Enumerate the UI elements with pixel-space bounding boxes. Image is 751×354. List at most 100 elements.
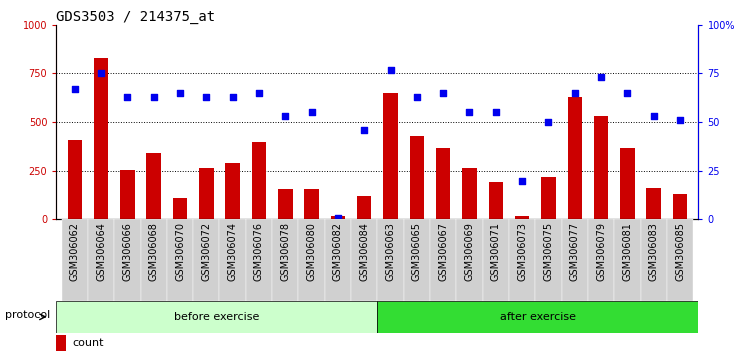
Bar bbox=[278, 189, 292, 219]
Point bbox=[490, 110, 502, 115]
Bar bbox=[357, 196, 372, 219]
Bar bbox=[351, 219, 378, 301]
Text: GSM306074: GSM306074 bbox=[228, 222, 237, 281]
Bar bbox=[173, 198, 187, 219]
Point bbox=[463, 110, 475, 115]
Text: GSM306071: GSM306071 bbox=[491, 222, 501, 281]
Point bbox=[621, 90, 633, 96]
Bar bbox=[641, 219, 667, 301]
Text: protocol: protocol bbox=[5, 310, 50, 320]
Bar bbox=[94, 58, 108, 219]
Bar bbox=[324, 219, 351, 301]
Bar bbox=[56, 335, 66, 351]
Text: GSM306068: GSM306068 bbox=[149, 222, 158, 281]
Text: GSM306073: GSM306073 bbox=[517, 222, 527, 281]
Text: GSM306069: GSM306069 bbox=[464, 222, 475, 281]
Bar bbox=[620, 148, 635, 219]
Point bbox=[306, 110, 318, 115]
Point bbox=[201, 94, 213, 99]
Point bbox=[674, 118, 686, 123]
Bar bbox=[146, 153, 161, 219]
Bar bbox=[509, 219, 535, 301]
Bar bbox=[120, 170, 134, 219]
Bar bbox=[594, 116, 608, 219]
Text: GSM306085: GSM306085 bbox=[675, 222, 685, 281]
Bar bbox=[68, 139, 82, 219]
Bar bbox=[252, 142, 266, 219]
Bar bbox=[568, 97, 582, 219]
Text: GSM306063: GSM306063 bbox=[385, 222, 396, 281]
Bar bbox=[483, 219, 509, 301]
Bar bbox=[588, 219, 614, 301]
Text: GSM306082: GSM306082 bbox=[333, 222, 343, 281]
Bar bbox=[62, 219, 88, 301]
Bar bbox=[404, 219, 430, 301]
Text: GSM306067: GSM306067 bbox=[438, 222, 448, 281]
Text: before exercise: before exercise bbox=[174, 312, 260, 322]
Text: GSM306083: GSM306083 bbox=[649, 222, 659, 281]
Text: GSM306079: GSM306079 bbox=[596, 222, 606, 281]
Point bbox=[595, 75, 607, 80]
Point bbox=[148, 94, 160, 99]
Bar bbox=[246, 219, 272, 301]
Bar bbox=[541, 177, 556, 219]
Point bbox=[385, 67, 397, 72]
Point bbox=[69, 86, 81, 92]
Point bbox=[358, 127, 370, 133]
Text: GSM306078: GSM306078 bbox=[280, 222, 291, 281]
Bar bbox=[219, 219, 246, 301]
Text: GSM306080: GSM306080 bbox=[306, 222, 317, 281]
Text: GSM306075: GSM306075 bbox=[544, 222, 553, 281]
Bar bbox=[436, 148, 451, 219]
Point bbox=[411, 94, 423, 99]
Bar bbox=[304, 189, 319, 219]
Bar bbox=[430, 219, 457, 301]
Bar bbox=[463, 168, 477, 219]
Point bbox=[542, 119, 554, 125]
Point bbox=[174, 90, 186, 96]
Point bbox=[227, 94, 239, 99]
Point bbox=[95, 70, 107, 76]
Bar bbox=[378, 219, 404, 301]
Bar bbox=[614, 219, 641, 301]
Text: GDS3503 / 214375_at: GDS3503 / 214375_at bbox=[56, 10, 216, 24]
Text: GSM306077: GSM306077 bbox=[570, 222, 580, 281]
Point bbox=[569, 90, 581, 96]
Point bbox=[437, 90, 449, 96]
Bar bbox=[647, 188, 661, 219]
Text: GSM306064: GSM306064 bbox=[96, 222, 106, 281]
Text: GSM306066: GSM306066 bbox=[122, 222, 132, 281]
Bar bbox=[457, 219, 483, 301]
Bar bbox=[199, 168, 213, 219]
Bar bbox=[378, 301, 698, 333]
Bar bbox=[272, 219, 298, 301]
Bar bbox=[88, 219, 114, 301]
Text: GSM306084: GSM306084 bbox=[359, 222, 369, 281]
Bar bbox=[673, 194, 687, 219]
Bar bbox=[167, 219, 193, 301]
Bar bbox=[56, 301, 378, 333]
Text: GSM306076: GSM306076 bbox=[254, 222, 264, 281]
Text: GSM306081: GSM306081 bbox=[623, 222, 632, 281]
Point bbox=[516, 178, 528, 183]
Bar bbox=[225, 163, 240, 219]
Bar bbox=[114, 219, 140, 301]
Text: count: count bbox=[72, 338, 104, 348]
Point bbox=[253, 90, 265, 96]
Text: GSM306070: GSM306070 bbox=[175, 222, 185, 281]
Bar bbox=[383, 93, 398, 219]
Bar bbox=[562, 219, 588, 301]
Text: after exercise: after exercise bbox=[500, 312, 576, 322]
Text: GSM306065: GSM306065 bbox=[412, 222, 422, 281]
Bar bbox=[409, 136, 424, 219]
Bar bbox=[140, 219, 167, 301]
Text: GSM306072: GSM306072 bbox=[201, 222, 211, 281]
Point bbox=[279, 113, 291, 119]
Point bbox=[122, 94, 134, 99]
Bar bbox=[330, 216, 345, 219]
Bar bbox=[193, 219, 219, 301]
Bar bbox=[298, 219, 324, 301]
Bar bbox=[535, 219, 562, 301]
Point bbox=[647, 113, 659, 119]
Text: GSM306062: GSM306062 bbox=[70, 222, 80, 281]
